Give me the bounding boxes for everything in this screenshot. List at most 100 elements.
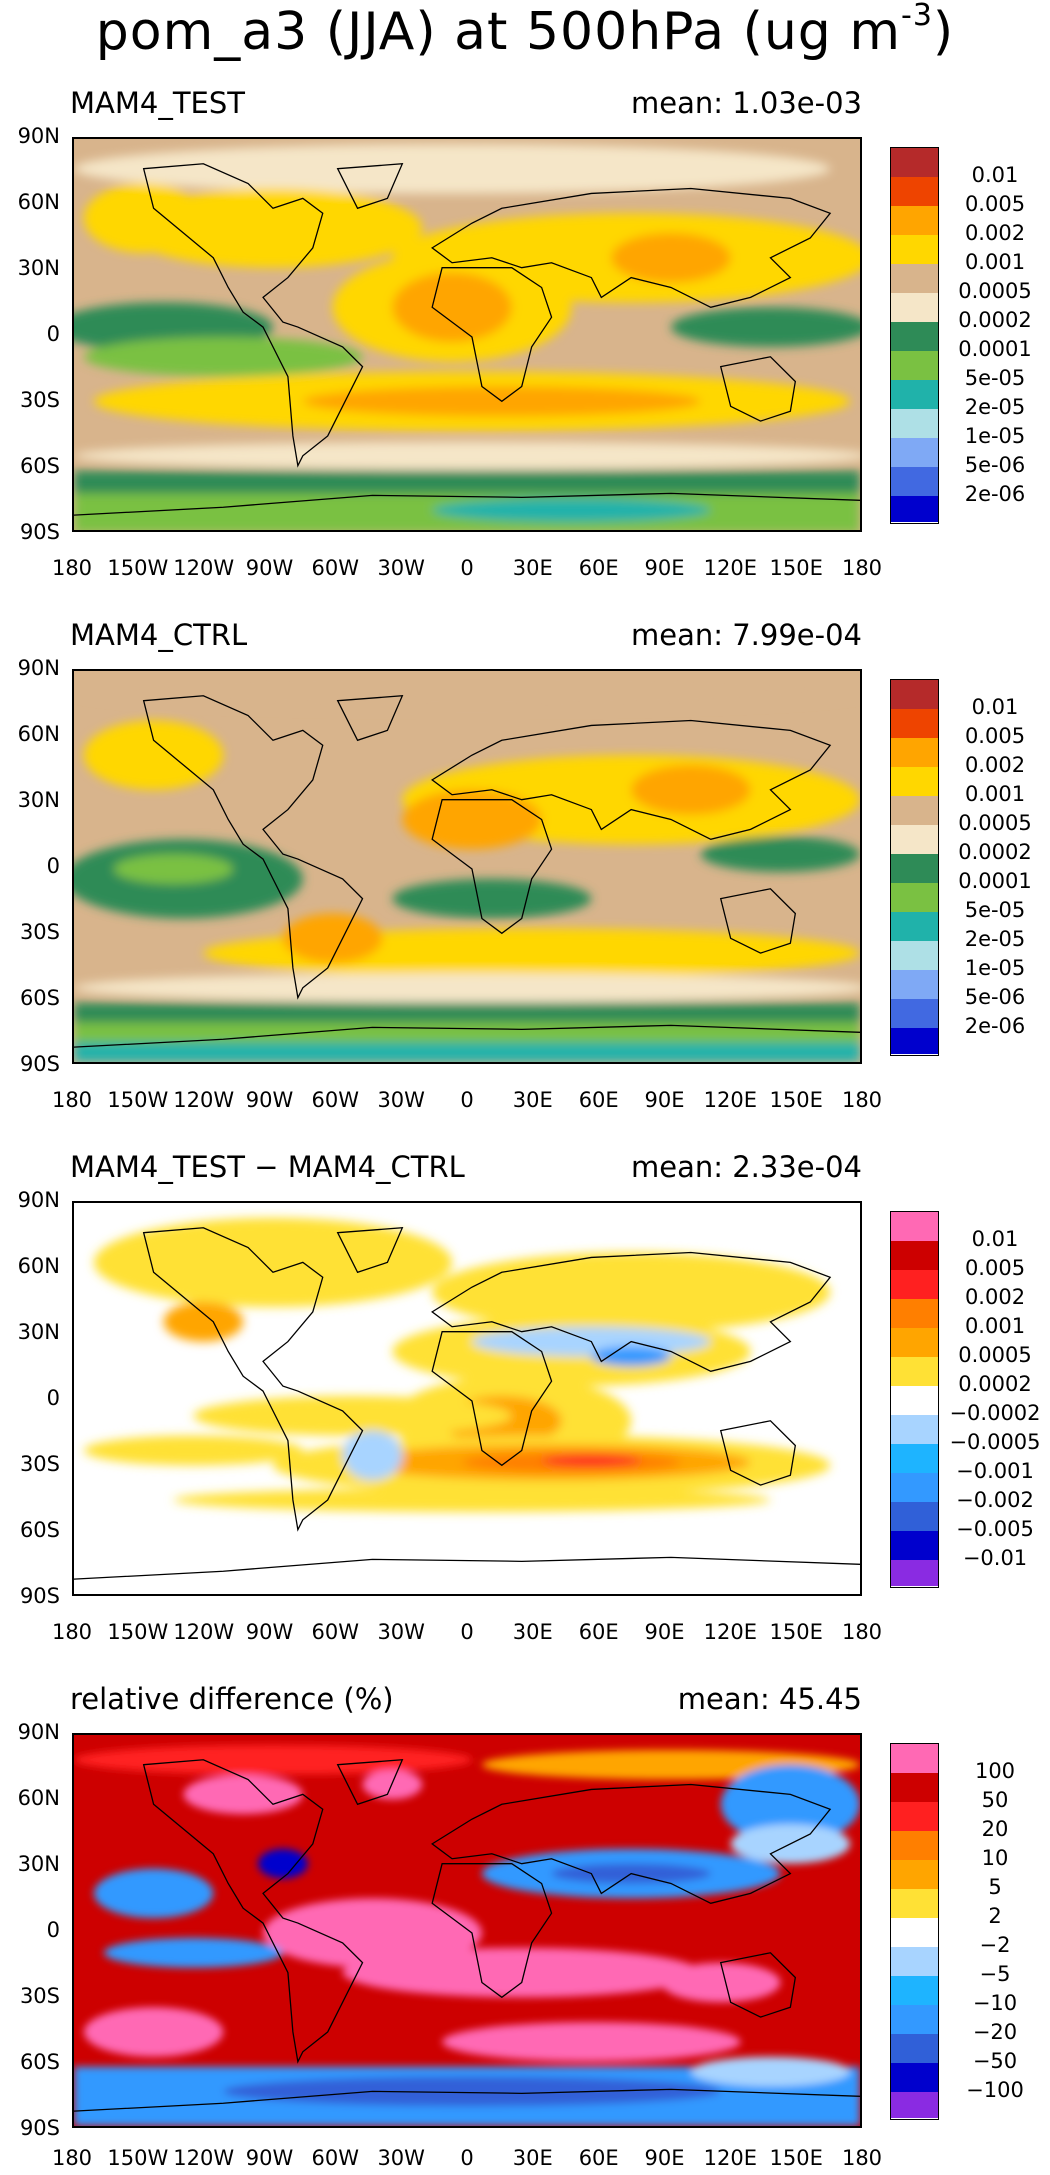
lat-label: 60N <box>17 1254 60 1278</box>
lon-label: 180 <box>51 2146 93 2170</box>
lon-label: 60W <box>311 1088 360 1112</box>
lat-label: 60N <box>17 722 60 746</box>
colorbar-swatch <box>891 941 938 970</box>
lat-label: 90S <box>19 520 60 544</box>
colorbar-label: −10 <box>972 1991 1018 2015</box>
lat-label: 60N <box>17 190 60 214</box>
lat-label: 30S <box>19 920 60 944</box>
lon-label: 90E <box>644 556 685 580</box>
colorbar-label: 5 <box>988 1875 1002 1899</box>
lat-label: 60S <box>19 2050 60 2074</box>
colorbar-swatch <box>891 351 938 380</box>
lon-label: 180 <box>51 556 93 580</box>
title-exponent: -3 <box>901 0 933 33</box>
colorbar-label: 20 <box>981 1817 1009 1841</box>
panel-mean: mean: 2.33e-04 <box>630 1150 862 1184</box>
colorbar-swatch <box>891 1502 938 1531</box>
panel-title: MAM4_TEST − MAM4_CTRL <box>70 1150 465 1184</box>
lon-label: 90W <box>245 1088 294 1112</box>
lon-label: 150E <box>769 556 823 580</box>
lon-label: 30E <box>512 1088 553 1112</box>
lat-label: 90S <box>19 1584 60 1608</box>
coastlines <box>74 695 860 1048</box>
colorbar-label: 0.0005 <box>958 811 1032 835</box>
colorbar-swatch <box>891 1328 938 1357</box>
colorbar-swatch <box>891 1976 938 2005</box>
lon-label: 120E <box>703 2146 757 2170</box>
map-canvas <box>74 671 860 1062</box>
lon-label: 120E <box>703 1088 757 1112</box>
colorbar-swatch <box>891 2063 938 2092</box>
map-plot-ctrl <box>72 669 862 1064</box>
colorbar-swatch <box>891 1357 938 1386</box>
lon-label: 30E <box>512 2146 553 2170</box>
colorbar-swatch <box>891 235 938 264</box>
lon-label: 180 <box>841 556 883 580</box>
lon-label: 60W <box>311 1620 360 1644</box>
colorbar-label: 5e-06 <box>964 453 1026 477</box>
lon-label: 150W <box>107 1620 169 1644</box>
lat-label: 30S <box>19 1452 60 1476</box>
colorbar <box>890 1211 939 1588</box>
lon-label: 120W <box>173 1620 235 1644</box>
lon-label: 90E <box>644 1620 685 1644</box>
lon-label: 180 <box>841 2146 883 2170</box>
colorbar-swatch <box>891 767 938 796</box>
colorbar-label: 1e-05 <box>964 956 1026 980</box>
lat-label: 30S <box>19 388 60 412</box>
colorbar-swatch <box>891 999 938 1028</box>
colorbar-swatch <box>891 1947 938 1976</box>
lon-label: 30E <box>512 1620 553 1644</box>
colorbar-label: −2 <box>979 1933 1011 1957</box>
colorbar-label: 50 <box>981 1788 1009 1812</box>
lon-label: 0 <box>460 2146 474 2170</box>
colorbar-swatch <box>891 1860 938 1889</box>
lon-label: 60W <box>311 556 360 580</box>
lon-label: 60E <box>578 1088 619 1112</box>
colorbar-swatch <box>891 1270 938 1299</box>
lat-label: 90N <box>17 656 60 680</box>
lat-label: 90N <box>17 1720 60 1744</box>
lon-label: 150W <box>107 556 169 580</box>
lat-label: 60S <box>19 1518 60 1542</box>
colorbar-swatch <box>891 680 938 709</box>
colorbar-label: 0.002 <box>964 753 1026 777</box>
colorbar-label: 0.005 <box>964 1256 1026 1280</box>
lon-label: 30W <box>377 1620 425 1644</box>
colorbar-label: 0.002 <box>964 1285 1026 1309</box>
lat-label: 60N <box>17 1786 60 1810</box>
colorbar-swatch <box>891 825 938 854</box>
colorbar-label: 0.002 <box>964 221 1026 245</box>
colorbar-swatch <box>891 380 938 409</box>
colorbar-swatch <box>891 854 938 883</box>
colorbar-label: 0.0002 <box>958 840 1032 864</box>
panel-mean: mean: 45.45 <box>677 1682 862 1716</box>
colorbar-label: 2e-05 <box>964 395 1026 419</box>
colorbar-label: −0.01 <box>962 1546 1028 1570</box>
lat-label: 90N <box>17 124 60 148</box>
lon-label: 30W <box>377 556 425 580</box>
coastlines <box>74 1227 860 1580</box>
lon-label: 90E <box>644 2146 685 2170</box>
colorbar-label: 2e-06 <box>964 482 1026 506</box>
colorbar-label: 0.0005 <box>958 1343 1032 1367</box>
colorbar-swatch <box>891 2092 938 2118</box>
colorbar <box>890 1743 939 2120</box>
colorbar-label: 0.01 <box>971 163 1019 187</box>
colorbar-label: 2 <box>988 1904 1002 1928</box>
colorbar-swatch <box>891 912 938 941</box>
colorbar-swatch <box>891 1889 938 1918</box>
panel-title: relative difference (%) <box>70 1682 394 1716</box>
map-plot-relative-difference <box>72 1733 862 2128</box>
colorbar-swatch <box>891 2034 938 2063</box>
lat-label: 30N <box>17 1852 60 1876</box>
colorbar-swatch <box>891 1415 938 1444</box>
lon-label: 150E <box>769 1088 823 1112</box>
lat-label: 30N <box>17 256 60 280</box>
colorbar-swatch <box>891 1299 938 1328</box>
lon-label: 60E <box>578 556 619 580</box>
colorbar-label: 0.001 <box>964 1314 1026 1338</box>
panel-mean: mean: 1.03e-03 <box>630 86 862 120</box>
lon-label: 0 <box>460 1088 474 1112</box>
colorbar-swatch <box>891 1773 938 1802</box>
